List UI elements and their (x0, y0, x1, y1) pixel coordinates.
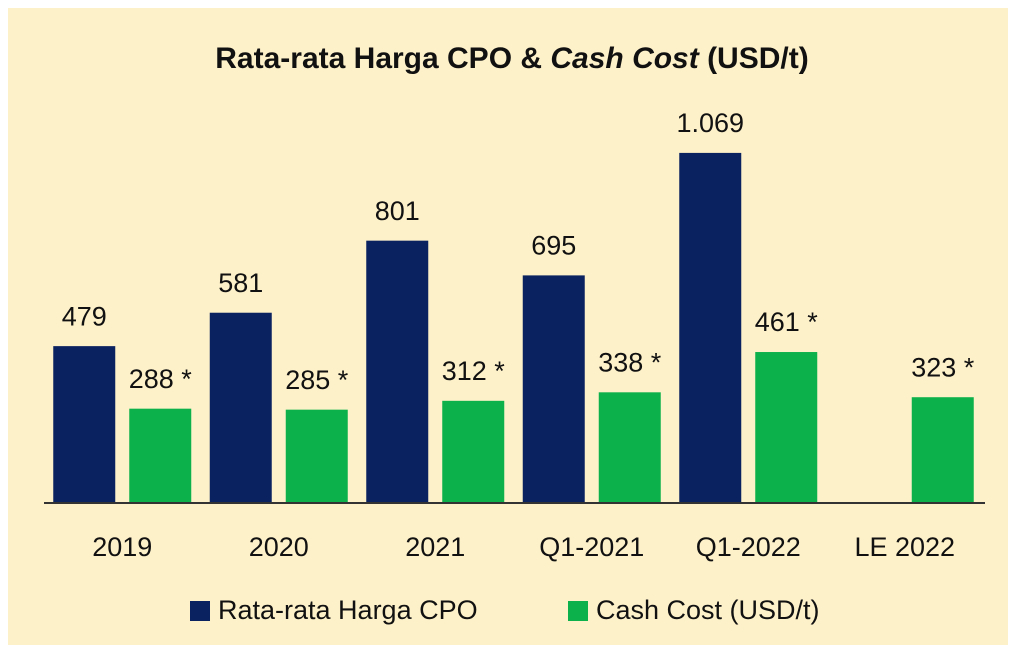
bar (755, 352, 818, 503)
legend-label: Cash Cost (USD/t) (596, 595, 820, 625)
data-label: 479 (62, 301, 107, 331)
data-label: 801 (375, 196, 420, 226)
data-label: 581 (218, 268, 263, 298)
bar (598, 392, 661, 503)
legend-swatch (568, 601, 588, 621)
data-label: 288 * (129, 364, 193, 394)
bar (442, 400, 505, 503)
chart-title: Rata-rata Harga CPO & Cash Cost (USD/t) (215, 42, 808, 75)
data-label: 312 * (442, 356, 506, 386)
bar (911, 397, 974, 503)
data-label: 461 * (755, 307, 819, 337)
x-tick-label: Q1-2021 (539, 532, 644, 562)
bar (129, 408, 192, 503)
x-tick-label: 2020 (249, 532, 309, 562)
bar (522, 275, 585, 503)
title-part: (USD/t) (699, 42, 809, 75)
x-tick-label: Q1-2022 (696, 532, 801, 562)
bar (366, 240, 429, 504)
data-label: 285 * (285, 365, 349, 395)
bar (209, 312, 272, 503)
title-part: Cash Cost (550, 42, 700, 75)
bar (285, 409, 348, 503)
x-tick-label: LE 2022 (854, 532, 955, 562)
legend-label: Rata-rata Harga CPO (218, 595, 478, 625)
title-part: Rata-rata Harga CPO & (215, 42, 550, 75)
data-label: 695 (531, 231, 576, 261)
chart-background (8, 8, 1008, 645)
bar (679, 152, 742, 503)
legend-swatch (190, 601, 210, 621)
data-label: 338 * (598, 347, 662, 377)
data-label: 323 * (911, 352, 975, 382)
x-tick-label: 2019 (92, 532, 152, 562)
data-label: 1.069 (676, 108, 744, 138)
x-tick-label: 2021 (405, 532, 465, 562)
bar (53, 346, 116, 503)
